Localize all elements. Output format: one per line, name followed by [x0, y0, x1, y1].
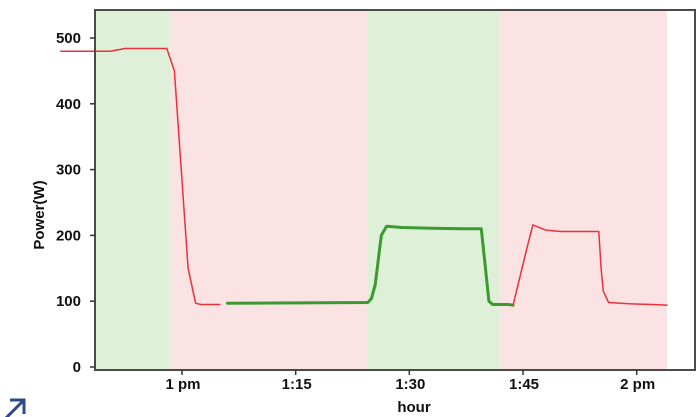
x-tick-label: 2 pm: [620, 376, 655, 393]
y-tick-label: 500: [56, 30, 81, 47]
y-tick-label: 300: [56, 162, 81, 179]
band-2: [367, 10, 501, 370]
x-axis-label: hour: [397, 399, 430, 416]
x-tick-label: 1:30: [395, 376, 425, 393]
y-axis-label: Power(W): [31, 180, 48, 249]
x-tick-label: 1:45: [509, 376, 539, 393]
power-lines: [60, 47, 668, 307]
band-0: [95, 10, 171, 370]
band-1: [170, 10, 368, 370]
band-3: [500, 10, 667, 370]
series-line-1: [226, 224, 515, 307]
shaded-bands: [95, 10, 667, 370]
series-line-2: [512, 224, 668, 306]
y-axis-ticks: 0 100 200 300 400 500: [56, 30, 95, 376]
plot-frame: [94, 9, 696, 371]
x-axis-ticks: 1 pm 1:15 1:30 1:45 2 pm: [165, 370, 655, 393]
x-tick-label: 1 pm: [165, 376, 200, 393]
series-line-0: [60, 47, 221, 306]
x-tick-label: 1:15: [282, 376, 312, 393]
plot-border: [94, 9, 696, 371]
y-tick-label: 0: [73, 359, 81, 376]
arrow-icon: [4, 398, 26, 417]
y-tick-label: 200: [56, 227, 81, 244]
y-tick-label: 100: [56, 293, 81, 310]
y-tick-label: 400: [56, 96, 81, 113]
